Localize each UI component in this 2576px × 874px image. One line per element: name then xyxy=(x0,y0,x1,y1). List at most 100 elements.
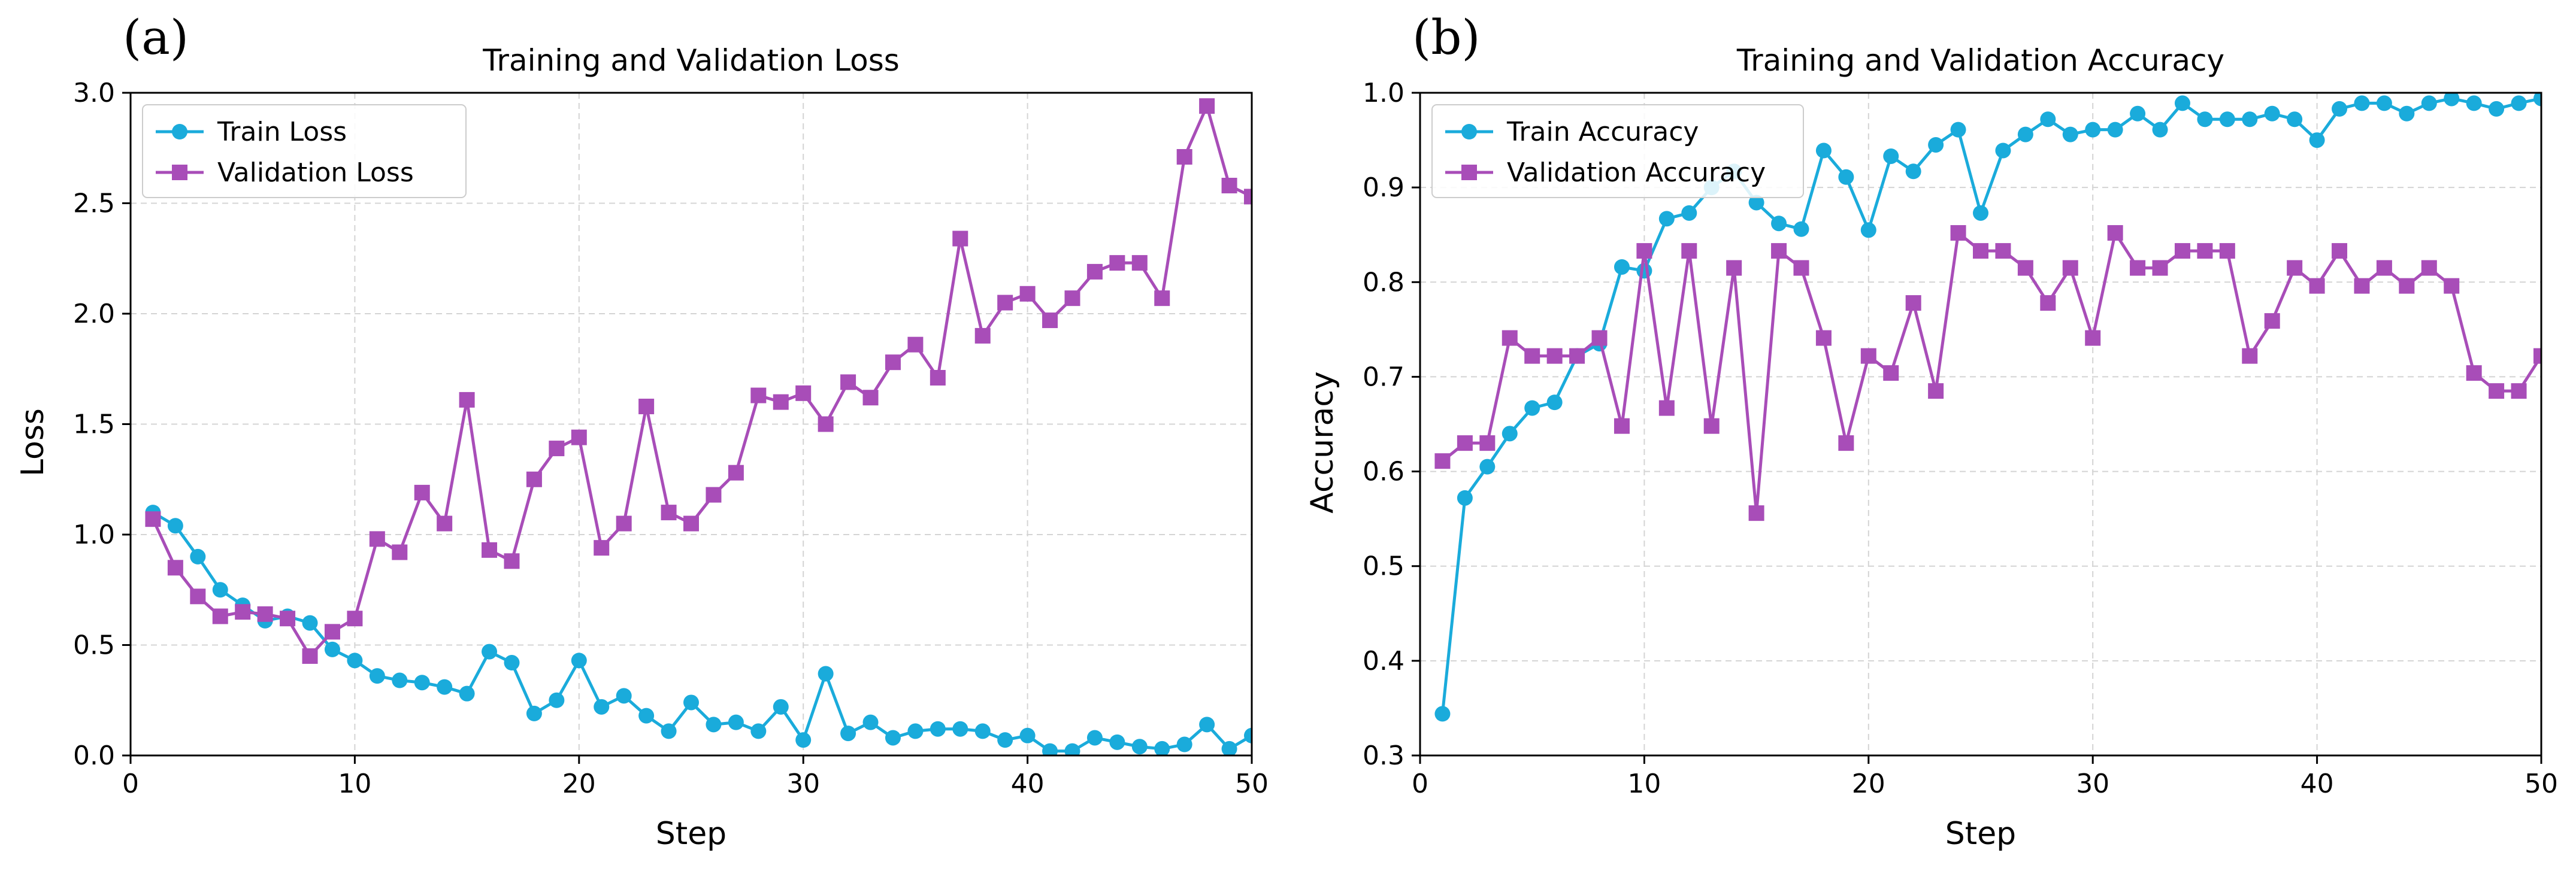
accuracy-axes-frame xyxy=(1419,92,2542,757)
train-loss-point xyxy=(571,653,587,669)
validation-accuracy-point xyxy=(2062,260,2078,276)
loss-x-tick-label-2: 20 xyxy=(562,769,596,799)
train-accuracy-point xyxy=(2354,95,2370,111)
validation-accuracy-point xyxy=(1748,505,1764,521)
train-loss-point xyxy=(1064,743,1080,755)
validation-loss-point xyxy=(1176,149,1192,165)
train-accuracy-point xyxy=(2399,105,2415,122)
validation-accuracy-point xyxy=(1546,348,1563,364)
loss-x-tick-label-1: 10 xyxy=(338,769,371,799)
validation-accuracy-point xyxy=(1591,330,1608,346)
validation-loss-point xyxy=(1109,255,1125,271)
train-loss-point xyxy=(459,685,475,702)
train-loss-point xyxy=(862,714,879,730)
validation-loss-point xyxy=(930,370,946,386)
train-accuracy-point xyxy=(1883,148,1899,164)
validation-accuracy-point xyxy=(1703,418,1720,434)
train-accuracy-point xyxy=(2332,101,2348,117)
validation-accuracy-point xyxy=(2130,260,2146,276)
validation-loss-point xyxy=(235,604,251,620)
validation-accuracy-point xyxy=(1793,260,1809,276)
validation-loss-point xyxy=(347,611,363,627)
validation-loss-point xyxy=(280,611,296,627)
validation-loss-point xyxy=(526,471,542,487)
train-accuracy-point xyxy=(2376,95,2392,111)
train-loss-point xyxy=(1109,734,1125,750)
accuracy-y-tick-label-3: 0.6 xyxy=(1363,457,1404,487)
validation-loss-point xyxy=(683,515,699,532)
loss-plot-area xyxy=(145,98,1252,755)
train-accuracy-point xyxy=(1950,122,1966,138)
loss-x-tick-label-4: 40 xyxy=(1011,769,1045,799)
validation-accuracy-point xyxy=(1860,348,1876,364)
train-loss-point xyxy=(1244,727,1252,743)
validation-accuracy-point xyxy=(1569,348,1585,364)
train-accuracy-point xyxy=(2421,95,2437,111)
validation-accuracy-point xyxy=(1636,243,1652,259)
accuracy-y-tick-label-4: 0.7 xyxy=(1363,362,1404,392)
validation-accuracy-point xyxy=(1658,400,1675,416)
train-loss-point xyxy=(1131,739,1148,755)
validation-accuracy-point xyxy=(1726,260,1742,276)
accuracy-y-tick-label-6: 0.9 xyxy=(1363,172,1404,203)
train-accuracy-point xyxy=(2130,105,2146,122)
loss-legend xyxy=(142,104,467,198)
train-loss-point xyxy=(773,699,789,715)
validation-loss-point xyxy=(1199,98,1215,114)
train-accuracy-point xyxy=(2511,95,2527,111)
train-loss-point xyxy=(167,518,183,534)
validation-loss-legend-marker xyxy=(172,165,187,180)
validation-accuracy-point xyxy=(2466,365,2482,381)
loss-y-tick-label-3: 1.5 xyxy=(73,409,115,440)
loss-y-axis-label: Loss xyxy=(15,408,51,477)
validation-accuracy-point xyxy=(2197,243,2213,259)
train-accuracy-point xyxy=(2466,95,2482,111)
validation-accuracy-point xyxy=(2264,313,2280,329)
validation-loss-point xyxy=(1154,290,1170,306)
validation-loss-point xyxy=(1064,290,1080,306)
validation-accuracy-point xyxy=(2017,260,2033,276)
train-loss-point xyxy=(482,644,498,660)
loss-y-tick-label-6: 3.0 xyxy=(73,78,115,108)
validation-accuracy-point xyxy=(2242,348,2258,364)
accuracy-x-tick-label-2: 20 xyxy=(1852,769,1885,799)
train-accuracy-legend-marker xyxy=(1461,124,1477,139)
validation-accuracy-point xyxy=(1457,435,1473,451)
validation-accuracy-point xyxy=(1905,295,1921,311)
validation-loss-point xyxy=(549,441,565,457)
loss-y-tick-label-4: 2.0 xyxy=(73,299,115,329)
validation-loss-legend-label: Validation Loss xyxy=(217,157,414,188)
train-loss-point xyxy=(750,723,767,739)
validation-loss-point xyxy=(1221,177,1237,193)
train-accuracy-point xyxy=(2152,122,2168,138)
train-loss-point xyxy=(885,730,901,746)
validation-accuracy-point xyxy=(2152,260,2168,276)
panel-label-b: (b) xyxy=(1412,10,1481,65)
train-accuracy-point xyxy=(1502,426,1518,442)
train-accuracy-point xyxy=(1524,400,1540,416)
validation-loss-point xyxy=(1131,255,1148,271)
train-loss-point xyxy=(324,641,340,657)
validation-loss-point xyxy=(302,648,318,664)
train-accuracy-point xyxy=(2242,111,2258,128)
train-accuracy-point xyxy=(1636,263,1652,279)
accuracy-x-tick-label-3: 30 xyxy=(2076,769,2109,799)
validation-accuracy-point xyxy=(2511,383,2527,399)
train-accuracy-point xyxy=(1838,169,1854,185)
train-accuracy-point xyxy=(2264,105,2280,122)
validation-loss-point xyxy=(437,515,453,532)
train-loss-point xyxy=(190,548,206,565)
loss-x-axis-label: Step xyxy=(656,816,727,852)
validation-accuracy-legend-label: Validation Accuracy xyxy=(1507,157,1766,188)
validation-accuracy-point xyxy=(2107,225,2123,241)
validation-accuracy-point xyxy=(2287,260,2303,276)
train-accuracy-point xyxy=(1995,142,2011,159)
validation-loss-point xyxy=(773,394,789,410)
train-loss-point xyxy=(616,688,632,704)
validation-accuracy-point xyxy=(2489,383,2505,399)
validation-accuracy-point xyxy=(2399,278,2415,294)
accuracy-y-tick-label-5: 0.8 xyxy=(1363,267,1404,298)
validation-accuracy-point xyxy=(2533,348,2541,364)
train-loss-point xyxy=(1199,717,1215,733)
train-loss-point xyxy=(706,717,722,733)
